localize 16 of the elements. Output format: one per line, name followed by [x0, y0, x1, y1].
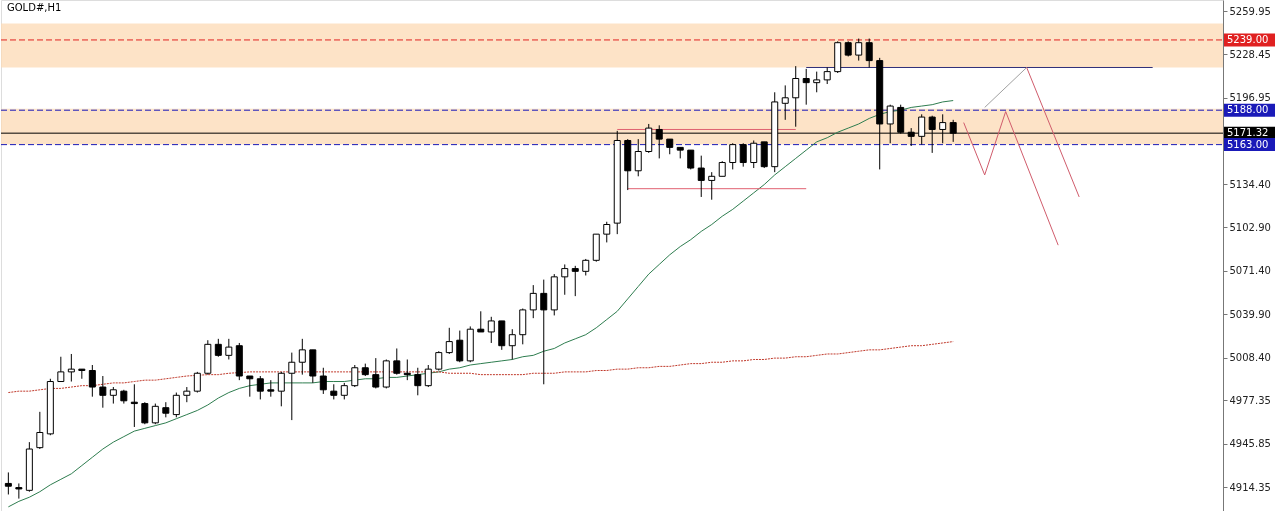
- y-tick-label: 5102.90: [1229, 221, 1271, 233]
- y-tick-label: 5196.95: [1229, 92, 1271, 104]
- y-tick-label: 5228.45: [1229, 48, 1271, 60]
- y-tick-label: 5071.40: [1229, 265, 1271, 277]
- y-tick-label: 5008.40: [1229, 352, 1271, 364]
- y-tick-label: 4914.35: [1229, 481, 1271, 493]
- ref-line-label: 5188.00: [1227, 104, 1269, 116]
- ref-line-label: 5239.00: [1227, 33, 1269, 45]
- y-tick-label: 5039.90: [1229, 308, 1271, 320]
- ref-line-label: 5171.32: [1227, 127, 1269, 139]
- y-tick-label: 5134.40: [1229, 178, 1271, 190]
- ref-line-label: 5163.00: [1227, 138, 1269, 150]
- y-tick-label: 4977.35: [1229, 394, 1271, 406]
- chart-title: GOLD#,H1: [7, 2, 62, 13]
- y-tick-label: 4945.85: [1229, 438, 1271, 450]
- y-tick-label: 5259.95: [1229, 5, 1271, 17]
